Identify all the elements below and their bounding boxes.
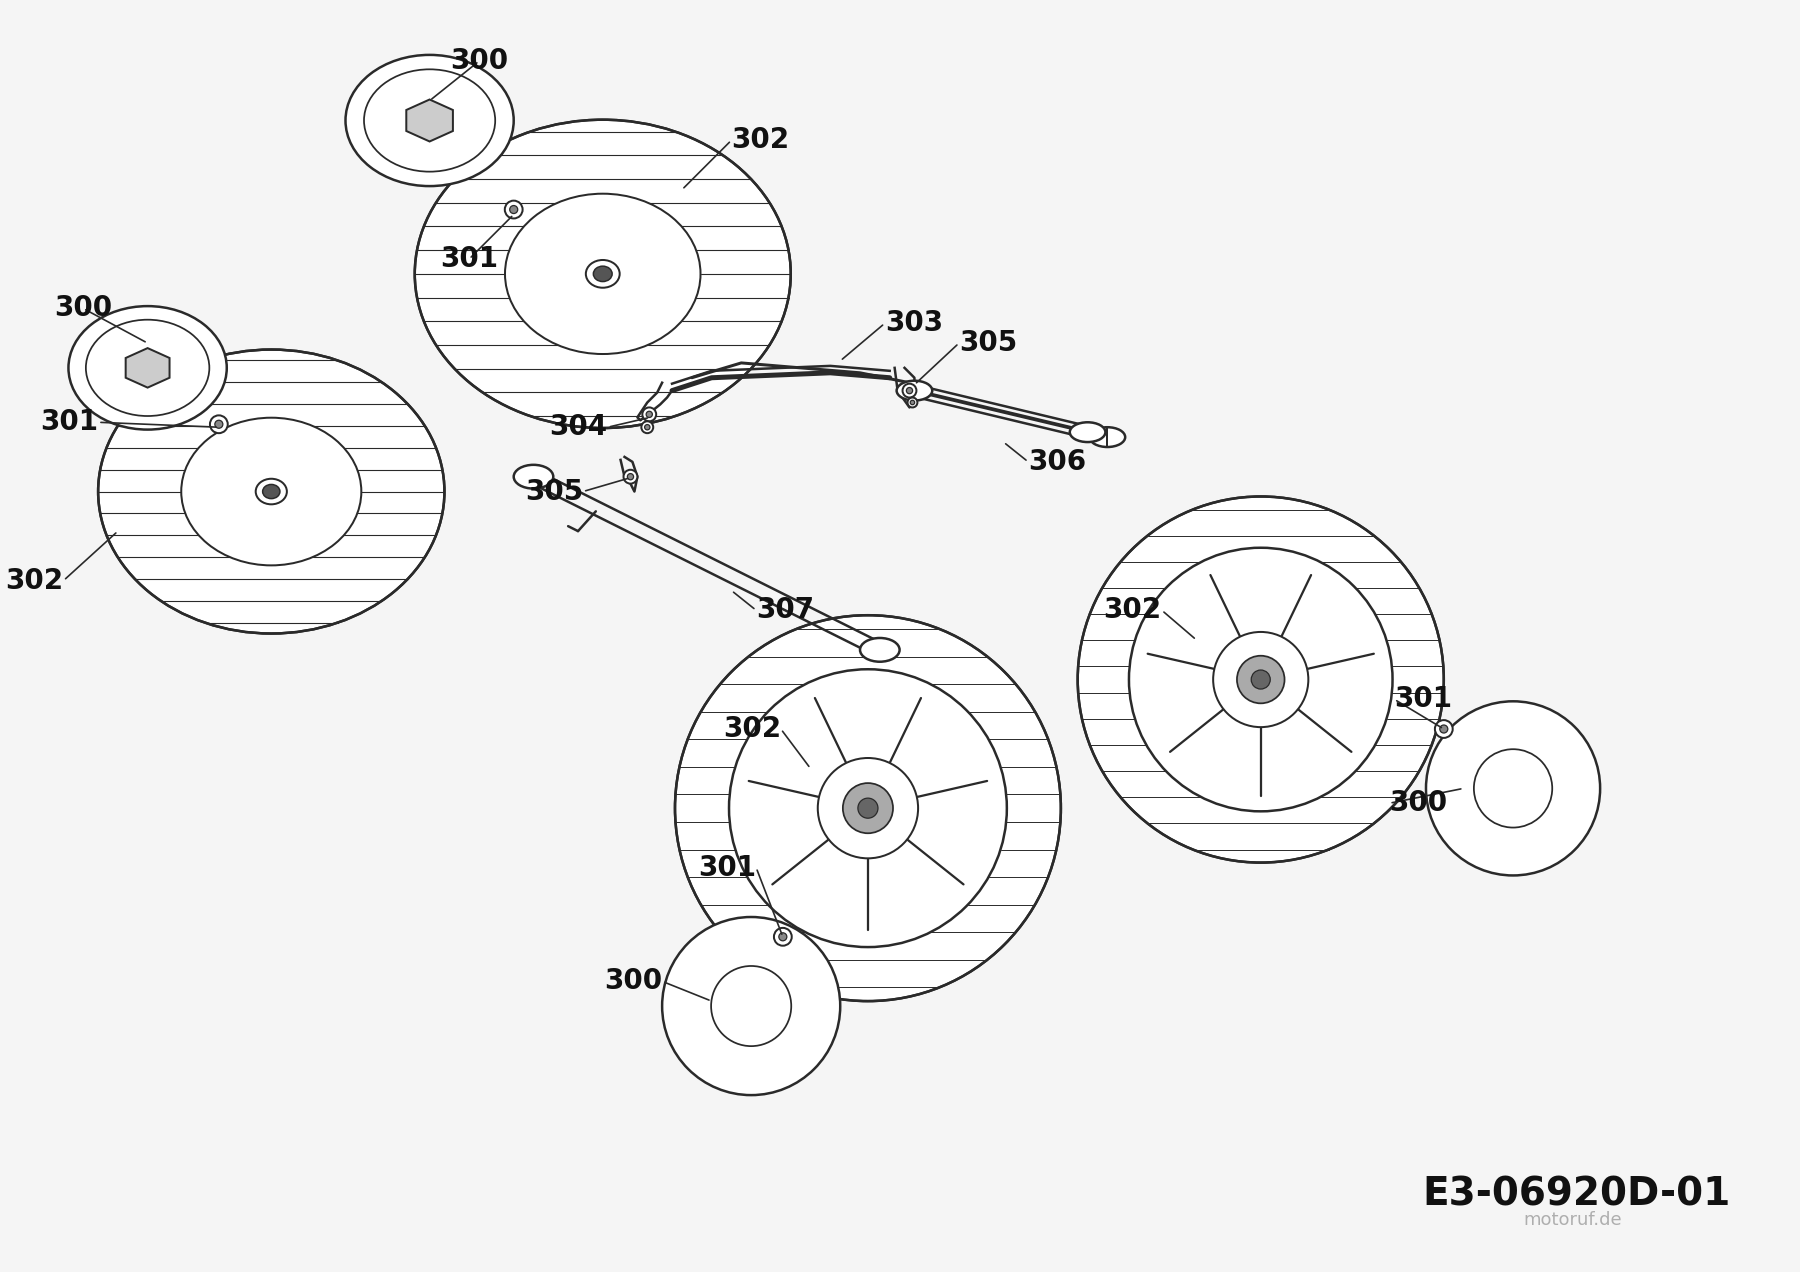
- Circle shape: [623, 469, 637, 483]
- Circle shape: [907, 388, 913, 394]
- Text: 303: 303: [886, 309, 943, 337]
- Circle shape: [902, 384, 916, 398]
- Ellipse shape: [1474, 749, 1552, 828]
- Text: 300: 300: [54, 295, 112, 323]
- Circle shape: [504, 201, 522, 219]
- Ellipse shape: [1089, 427, 1125, 446]
- Ellipse shape: [711, 965, 792, 1046]
- Text: 301: 301: [40, 408, 99, 436]
- Circle shape: [211, 416, 229, 434]
- Text: 307: 307: [756, 597, 814, 625]
- Ellipse shape: [594, 266, 612, 281]
- Text: 300: 300: [450, 47, 508, 75]
- Text: motoruf.de: motoruf.de: [1523, 1211, 1622, 1229]
- Polygon shape: [126, 349, 169, 388]
- Circle shape: [774, 927, 792, 945]
- Ellipse shape: [346, 55, 513, 186]
- Text: E3-06920D-01: E3-06920D-01: [1422, 1175, 1732, 1213]
- Polygon shape: [407, 99, 454, 141]
- Ellipse shape: [256, 478, 286, 504]
- Circle shape: [779, 932, 787, 941]
- Text: 304: 304: [549, 413, 608, 441]
- Ellipse shape: [675, 616, 1060, 1001]
- Circle shape: [643, 407, 657, 421]
- Ellipse shape: [1213, 632, 1309, 728]
- Ellipse shape: [1129, 548, 1393, 812]
- Ellipse shape: [513, 464, 553, 488]
- Text: 305: 305: [959, 329, 1017, 357]
- Ellipse shape: [729, 669, 1006, 948]
- Circle shape: [907, 398, 918, 407]
- Ellipse shape: [585, 259, 619, 287]
- Circle shape: [1440, 725, 1447, 733]
- Ellipse shape: [662, 917, 841, 1095]
- Text: 301: 301: [1395, 686, 1453, 714]
- Circle shape: [509, 206, 518, 214]
- Text: 302: 302: [724, 715, 781, 743]
- Text: 305: 305: [526, 477, 583, 505]
- Text: 302: 302: [1103, 597, 1161, 625]
- Text: 301: 301: [441, 245, 499, 273]
- Text: 302: 302: [5, 566, 63, 594]
- Ellipse shape: [1237, 656, 1285, 703]
- Ellipse shape: [86, 319, 209, 416]
- Ellipse shape: [842, 784, 893, 833]
- Circle shape: [641, 421, 653, 434]
- Ellipse shape: [182, 417, 362, 565]
- Text: 301: 301: [698, 854, 756, 881]
- Ellipse shape: [414, 120, 790, 427]
- Circle shape: [859, 798, 878, 818]
- Circle shape: [644, 425, 650, 430]
- Circle shape: [628, 473, 634, 480]
- Circle shape: [1435, 720, 1453, 738]
- Ellipse shape: [1069, 422, 1105, 443]
- Ellipse shape: [817, 758, 918, 859]
- Ellipse shape: [506, 193, 700, 354]
- Ellipse shape: [68, 307, 227, 430]
- Ellipse shape: [263, 485, 281, 499]
- Ellipse shape: [99, 350, 445, 633]
- Circle shape: [911, 401, 914, 404]
- Text: 300: 300: [605, 967, 662, 995]
- Ellipse shape: [1078, 496, 1444, 862]
- Circle shape: [646, 411, 652, 417]
- Text: 306: 306: [1028, 448, 1087, 476]
- Text: 300: 300: [1390, 789, 1447, 817]
- Text: 302: 302: [731, 126, 790, 154]
- Circle shape: [1251, 670, 1271, 689]
- Circle shape: [214, 420, 223, 429]
- Ellipse shape: [860, 639, 900, 661]
- Ellipse shape: [364, 69, 495, 172]
- Ellipse shape: [1426, 701, 1600, 875]
- Ellipse shape: [896, 380, 932, 401]
